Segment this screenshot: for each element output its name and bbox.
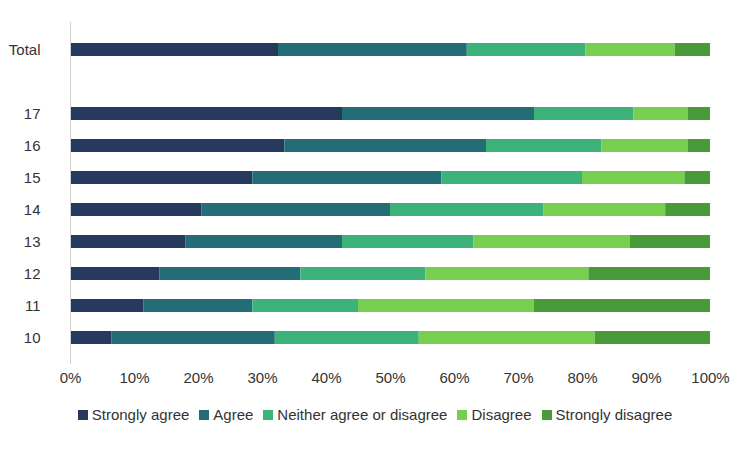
svg-text:Total: Total	[9, 41, 41, 58]
svg-text:30%: 30%	[247, 369, 277, 386]
html-text:Strongly disagree: Strongly disagree	[555, 406, 673, 423]
html-text:Strongly agree: Strongly agree	[91, 406, 190, 423]
svg-text:16: 16	[24, 137, 41, 154]
svg-text:17: 17	[24, 105, 41, 122]
html-text:Neither agree or disagree: Neither agree or disagree	[277, 406, 448, 423]
svg-text:90%: 90%	[631, 369, 661, 386]
svg-text:80%: 80%	[567, 369, 597, 386]
svg-text:10: 10	[24, 329, 41, 346]
html-text:Disagree: Disagree	[471, 406, 532, 423]
svg-text:14: 14	[24, 201, 41, 218]
svg-text:0%: 0%	[60, 369, 82, 386]
svg-text:12: 12	[24, 265, 41, 282]
svg-text:20%: 20%	[183, 369, 213, 386]
svg-text:13: 13	[24, 233, 41, 250]
svg-text:60%: 60%	[439, 369, 469, 386]
svg-text:10%: 10%	[119, 369, 149, 386]
svg-text:11: 11	[25, 297, 41, 314]
svg-text:50%: 50%	[375, 369, 405, 386]
svg-text:100%: 100%	[691, 369, 729, 386]
svg-text:40%: 40%	[311, 369, 341, 386]
svg-text:70%: 70%	[503, 369, 533, 386]
html-text:Agree: Agree	[213, 406, 254, 423]
svg-text:15: 15	[24, 169, 41, 186]
